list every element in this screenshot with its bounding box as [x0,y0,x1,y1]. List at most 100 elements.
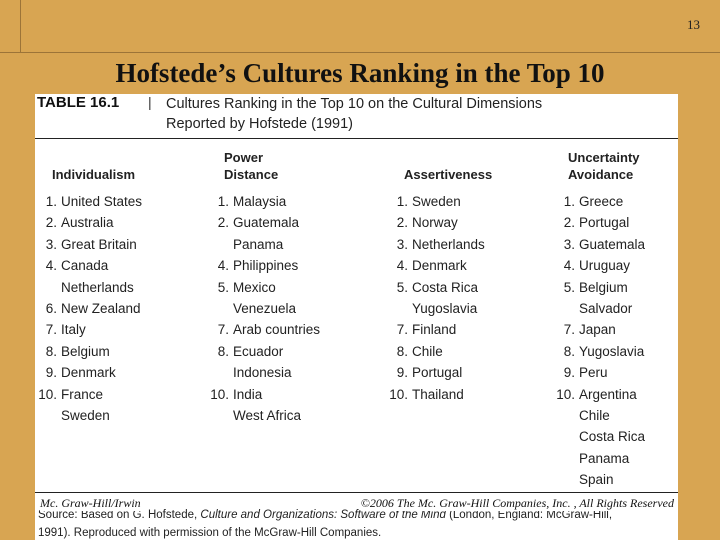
country-name: Yugoslavia [412,300,478,316]
ranking-row: Netherlands [37,280,142,301]
column-header-uncertainty-avoidance: Uncertainty Avoidance [568,149,640,183]
country-name: Sweden [412,194,461,209]
country-name: Italy [61,322,86,338]
ranking-row: 10. Thailand [388,387,485,408]
rank-number: 2. [563,215,575,231]
ranking-row: 4. Canada [37,258,142,279]
ranking-row: 1. Sweden [388,194,485,215]
rank-number: 2. [396,215,408,231]
footer-copyright: ©2006 The Mc. Graw-Hill Companies, Inc. … [360,496,674,511]
ranking-row: Venezuela [209,301,320,322]
rank-number: 8. [217,343,229,359]
ranking-row: 1. Greece [553,194,645,215]
ranking-row: 9. Peru [553,365,645,386]
country-name: Peru [579,365,608,381]
ranking-row: 10. Argentina [553,387,645,408]
ranking-row: 9. Denmark [37,365,142,386]
ranking-row: 3. Great Britain [37,237,142,258]
rank-number: 2. [45,215,57,231]
ranking-row: 8. Ecuador [209,344,320,365]
ranking-row: 1. United States [37,194,142,215]
source-book-title: Culture and Organizations: Software of t… [200,509,446,521]
country-name: Yugoslavia [579,343,645,359]
country-name: Panama [579,450,630,466]
country-name: Sweden [61,407,110,423]
ranking-row: Costa Rica [553,429,645,450]
country-name: Indonesia [233,365,292,381]
rank-number: 1. [396,194,408,209]
rank-number: 4. [45,258,57,274]
ranking-row: Panama [209,237,320,258]
footer-publisher: Mc. Graw-Hill/Irwin [40,496,141,511]
header-horizontal-rule [0,52,720,53]
ranking-row: 3. Netherlands [388,237,485,258]
ranking-row: 7. Arab countries [209,322,320,343]
rank-number: 2. [217,215,229,231]
country-name: Greece [579,194,624,209]
column-assertiveness: 1. Sweden 2. Norway 3. Netherlands 4. Denmark 5.… [388,194,485,408]
country-name: Finland [412,322,457,338]
ranking-row: 8. Yugoslavia [553,344,645,365]
table-heading: TABLE 16.1 | Cultures Ranking in the Top… [35,94,678,132]
source-note-line-1: Source: Based on G. Hofstede, Culture an… [38,506,612,524]
country-name: Argentina [579,386,637,402]
ranking-row: 2. Guatemala [209,215,320,236]
ranking-row: 8. Chile [388,344,485,365]
ranking-row: 7. Japan [553,322,645,343]
country-name: Great Britain [61,236,137,252]
column-header-line: Distance [224,167,279,182]
ranking-row: 7. Finland [388,322,485,343]
ranking-row: 1. Malaysia [209,194,320,215]
country-name: Costa Rica [579,429,646,445]
column-header-line: Power [224,150,264,165]
column-individualism: 1. United States 2. Australia 3. Great Britai… [37,194,142,429]
rank-number: 10. [556,386,575,402]
country-name: Uruguay [579,258,631,274]
column-header-power-distance: Power Distance [224,149,278,183]
rank-number: 6. [45,300,57,316]
rank-number: 4. [217,258,229,274]
ranking-row: Chile [553,408,645,429]
country-name: New Zealand [61,300,141,316]
table-top-rule [35,138,678,139]
rank-number: 1. [217,194,229,209]
country-name: Arab countries [233,322,321,338]
rank-number: 8. [45,343,57,359]
country-name: United States [61,194,143,209]
country-name: Costa Rica [412,279,479,295]
country-name: Salvador [579,300,633,316]
ranking-row: Indonesia [209,365,320,386]
source-publisher: (London, England: McGraw-Hill, [449,509,613,521]
country-name: Malaysia [233,194,287,209]
ranking-row: Panama [553,451,645,472]
rank-number: 7. [563,322,575,338]
table-bottom-rule [35,492,678,493]
country-name: Portugal [412,365,463,381]
country-name: Netherlands [61,279,134,295]
ranking-row: West Africa [209,408,320,429]
table-panel: TABLE 16.1 | Cultures Ranking in the Top… [35,94,678,540]
rank-number: 3. [563,236,575,252]
source-prefix: Source: Based on G. Hofstede, [38,509,198,521]
country-name: Guatemala [579,236,646,252]
country-name: Panama [233,236,284,252]
country-name: Japan [579,322,616,338]
ranking-row: 2. Norway [388,215,485,236]
country-name: Portugal [579,215,630,231]
rank-number: 10. [38,386,57,402]
column-header-line: Avoidance [568,167,634,182]
rank-number: 3. [45,236,57,252]
rank-number: 1. [45,194,57,209]
ranking-row: 3. Guatemala [553,237,645,258]
country-name: Belgium [579,279,628,295]
rank-number: 9. [45,365,57,381]
country-name: Mexico [233,279,276,295]
slide-title: Hofstede’s Cultures Ranking in the Top 1… [115,58,605,88]
column-header-individualism: Individualism [52,166,135,183]
country-name: Denmark [61,365,116,381]
table-caption-line-1: Cultures Ranking in the Top 10 on the Cu… [166,96,543,112]
ranking-row: 2. Portugal [553,215,645,236]
country-name: Spain [579,472,614,488]
country-name: Belgium [61,343,110,359]
rank-number: 10. [210,386,229,402]
